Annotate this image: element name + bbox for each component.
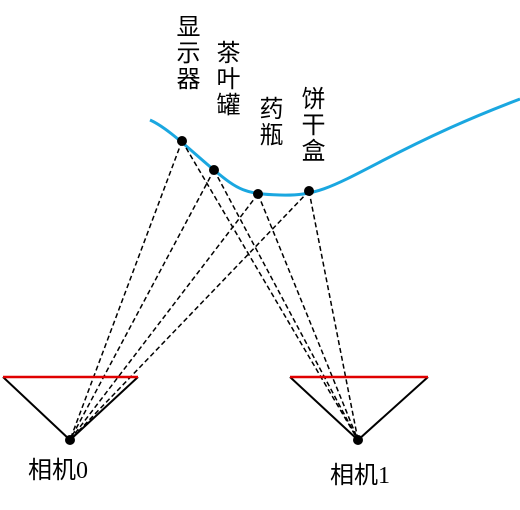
camera-frustum (289, 376, 429, 442)
rays-camera-0 (69, 140, 310, 441)
camera-center (353, 435, 363, 445)
object-label: 茶叶罐 (212, 40, 240, 118)
ray (69, 169, 215, 441)
ray (257, 193, 359, 441)
point (304, 186, 314, 196)
rays-camera-1 (181, 140, 359, 441)
camera-label: 相机1 (330, 462, 390, 489)
ray (181, 140, 359, 441)
ray (69, 193, 259, 441)
object-label: 药瓶 (255, 96, 282, 148)
ray (213, 169, 359, 441)
camera-frustum (2, 376, 139, 442)
surface-curve (149, 97, 520, 197)
camera-center (65, 435, 75, 445)
object-points (177, 136, 314, 199)
point (209, 165, 219, 175)
camera-label: 相机0 (28, 457, 88, 484)
ray (308, 190, 359, 441)
camera-0 (2, 375, 139, 445)
object-label: 显示器 (172, 14, 200, 92)
point (253, 189, 263, 199)
camera-1 (289, 375, 429, 445)
point (177, 136, 187, 146)
ray (69, 190, 310, 441)
ray (69, 140, 183, 441)
object-label: 饼干盒 (297, 86, 325, 164)
